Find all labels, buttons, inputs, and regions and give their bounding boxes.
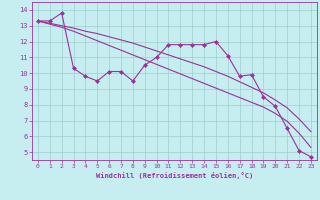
X-axis label: Windchill (Refroidissement éolien,°C): Windchill (Refroidissement éolien,°C) <box>96 172 253 179</box>
